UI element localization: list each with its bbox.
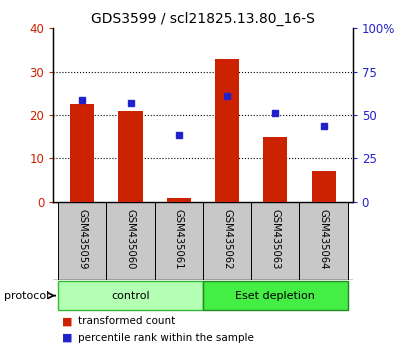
FancyBboxPatch shape [202,281,347,310]
FancyBboxPatch shape [154,202,202,280]
Text: GSM435063: GSM435063 [270,209,280,269]
FancyBboxPatch shape [202,202,251,280]
Title: GDS3599 / scl21825.13.80_16-S: GDS3599 / scl21825.13.80_16-S [91,12,314,26]
Text: GSM435060: GSM435060 [125,209,135,269]
Text: GSM435064: GSM435064 [318,209,328,269]
Text: GSM435062: GSM435062 [222,209,231,269]
Bar [311,171,335,202]
Text: protocol: protocol [4,291,49,301]
Bar [214,59,238,202]
Text: percentile rank within the sample: percentile rank within the sample [78,333,253,343]
Text: GSM435059: GSM435059 [77,209,87,269]
Text: Eset depletion: Eset depletion [235,291,315,301]
Text: ■: ■ [61,316,72,326]
FancyBboxPatch shape [58,202,106,280]
Text: control: control [111,291,149,301]
Bar [263,137,287,202]
Bar [70,104,94,202]
Text: GSM435061: GSM435061 [173,209,183,269]
FancyBboxPatch shape [58,281,202,310]
Text: transformed count: transformed count [78,316,175,326]
Bar [166,198,191,202]
Bar [118,111,142,202]
FancyBboxPatch shape [106,202,154,280]
Text: ■: ■ [61,333,72,343]
FancyBboxPatch shape [251,202,299,280]
FancyBboxPatch shape [299,202,347,280]
